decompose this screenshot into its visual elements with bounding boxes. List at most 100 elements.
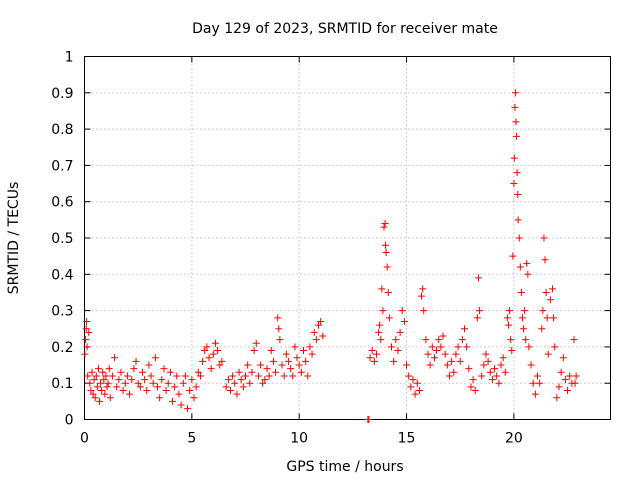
data-point	[126, 390, 134, 398]
data-point	[456, 357, 464, 365]
data-point	[162, 386, 170, 394]
data-point	[267, 347, 275, 355]
data-point	[88, 368, 96, 376]
data-point	[384, 288, 392, 296]
x-tick-label: 10	[290, 431, 308, 447]
data-point	[101, 390, 109, 398]
data-point	[132, 357, 140, 365]
data-point	[192, 383, 200, 391]
x-tick-label: 15	[398, 431, 416, 447]
data-point	[317, 317, 325, 325]
data-point	[388, 343, 396, 351]
data-point	[248, 368, 256, 376]
data-point	[507, 336, 515, 344]
data-point	[252, 339, 260, 347]
data-point	[82, 336, 90, 344]
data-point	[506, 307, 514, 315]
data-point	[542, 288, 550, 296]
data-point	[257, 361, 265, 369]
data-point	[411, 390, 419, 398]
data-point	[480, 361, 488, 369]
data-point	[424, 350, 432, 358]
data-point	[372, 350, 380, 358]
data-point	[521, 307, 529, 315]
x-tick-labels: 0 5 10 15 20	[80, 431, 523, 447]
data-point	[100, 376, 108, 384]
data-point	[123, 372, 131, 380]
data-point	[383, 263, 391, 271]
data-point	[143, 386, 151, 394]
data-point	[491, 365, 499, 373]
data-point	[484, 357, 492, 365]
y-tick-label: 0	[65, 413, 74, 429]
data-point	[169, 397, 177, 405]
data-point	[181, 372, 189, 380]
data-point	[115, 376, 123, 384]
data-point	[378, 285, 386, 293]
data-point	[407, 383, 415, 391]
data-point	[379, 307, 387, 315]
data-point	[469, 376, 477, 384]
data-point	[312, 336, 320, 344]
data-point	[295, 361, 303, 369]
data-point	[156, 394, 164, 402]
data-point	[304, 372, 312, 380]
data-point	[92, 372, 100, 380]
data-point	[482, 350, 490, 358]
data-point	[259, 379, 267, 387]
data-point	[83, 343, 91, 351]
data-point	[205, 354, 213, 362]
data-point	[99, 368, 107, 376]
data-point	[572, 372, 580, 380]
data-point	[280, 372, 288, 380]
data-point	[84, 372, 92, 380]
data-point	[87, 386, 95, 394]
data-point	[289, 372, 297, 380]
data-point	[531, 390, 539, 398]
data-point	[274, 314, 282, 322]
data-point	[546, 296, 554, 304]
data-point	[153, 383, 161, 391]
data-point	[505, 321, 513, 329]
data-point	[510, 180, 518, 188]
data-point	[275, 325, 283, 333]
data-point	[117, 368, 125, 376]
data-point	[493, 372, 501, 380]
data-point	[194, 368, 202, 376]
data-point	[564, 386, 572, 394]
data-point	[218, 357, 226, 365]
data-point	[370, 357, 378, 365]
data-point	[381, 219, 389, 227]
data-point	[525, 343, 533, 351]
data-point	[106, 394, 114, 402]
data-point	[465, 365, 473, 373]
data-point	[550, 314, 558, 322]
data-point	[539, 307, 547, 315]
data-point	[308, 350, 316, 358]
data-point	[523, 259, 531, 267]
data-point	[522, 336, 530, 344]
data-point	[287, 365, 295, 373]
data-point	[520, 325, 528, 333]
data-point	[145, 361, 153, 369]
data-point	[428, 343, 436, 351]
y-tick-label: 0.8	[51, 122, 73, 138]
data-series	[81, 89, 580, 423]
data-point	[441, 350, 449, 358]
data-point	[86, 379, 94, 387]
data-point	[203, 343, 211, 351]
data-point	[319, 332, 327, 340]
data-point	[291, 343, 299, 351]
data-point	[149, 379, 157, 387]
data-point	[420, 307, 428, 315]
data-point	[272, 368, 280, 376]
y-tick-labels: 0 0.1 0.2 0.3 0.4 0.5 0.6 0.7 0.8 0.9 1	[51, 50, 73, 429]
data-point	[209, 350, 217, 358]
data-point	[463, 343, 471, 351]
data-point	[503, 314, 511, 322]
data-point	[415, 386, 423, 394]
data-point	[97, 379, 105, 387]
data-point	[98, 386, 106, 394]
data-point	[188, 376, 196, 384]
data-point	[541, 256, 549, 264]
